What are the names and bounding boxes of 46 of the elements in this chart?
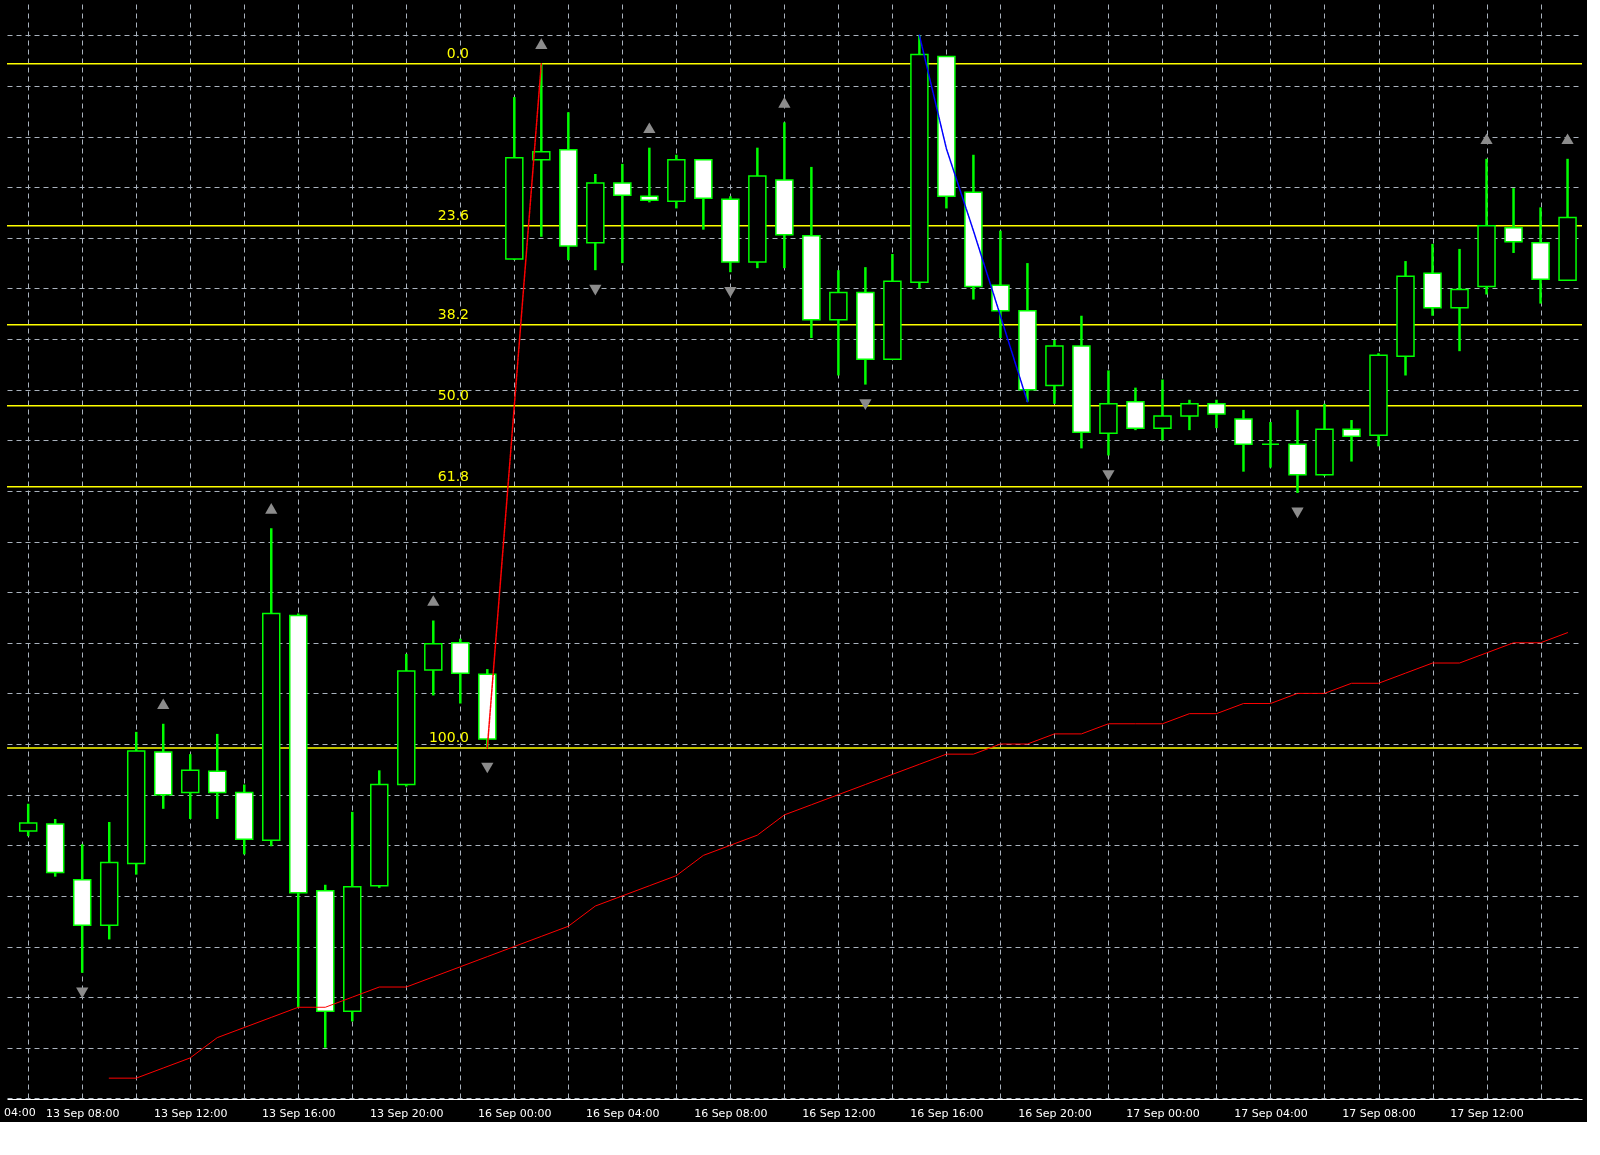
annotation: 61.8 [437,467,469,484]
x-tick-label: 17 Sep 08:00 [1342,1106,1416,1120]
point [1480,133,1493,145]
point [724,286,737,298]
x-tick-label: 16 Sep 04:00 [586,1106,660,1120]
x-tick-label: 16 Sep 16:00 [910,1106,984,1120]
x-tick-label: 16 Sep 00:00 [478,1106,552,1120]
candlestick [1180,398,1199,432]
x-tick-label: 16 Sep 08:00 [694,1106,768,1120]
candlestick [1504,186,1523,255]
point [1561,133,1574,145]
candlestick [613,162,632,265]
candlestick [1207,398,1226,430]
annotation: 100.0 [428,729,469,746]
candlestick [640,146,659,204]
candlestick [532,62,551,239]
annotation: 38.2 [437,305,469,322]
point [76,987,89,999]
point [481,762,494,774]
candlestick [1450,247,1469,353]
point [589,284,602,296]
candlestick [1342,418,1361,463]
x-tick-label: 17 Sep 12:00 [1450,1106,1524,1120]
x-tick-label: 13 Sep 16:00 [262,1106,336,1120]
annotation: 23.6 [437,206,470,223]
x-tick-label: 16 Sep 12:00 [802,1106,876,1120]
candlestick [1261,420,1280,469]
point [535,38,548,49]
x-tick-label: 13 Sep 08:00 [46,1106,120,1120]
text: 04:00 [4,1106,36,1119]
point [643,122,656,133]
x-tick-label: 16 Sep 20:00 [1018,1106,1092,1120]
candlestick [18,802,38,838]
x-tick-label: 13 Sep 20:00 [370,1106,444,1120]
point [1102,470,1115,481]
x-tick-label: 13 Sep 12:00 [154,1106,228,1120]
point [778,97,791,108]
candlestick [208,732,227,821]
x-tick-label: 17 Sep 04:00 [1234,1106,1308,1120]
x-tick-label: 17 Sep 00:00 [1126,1106,1200,1120]
point [1291,507,1304,519]
annotation: 0.0 [446,44,469,61]
point [859,399,872,410]
annotation: 50.0 [437,386,469,403]
candlestick [180,752,200,821]
candlestick [1153,378,1172,442]
